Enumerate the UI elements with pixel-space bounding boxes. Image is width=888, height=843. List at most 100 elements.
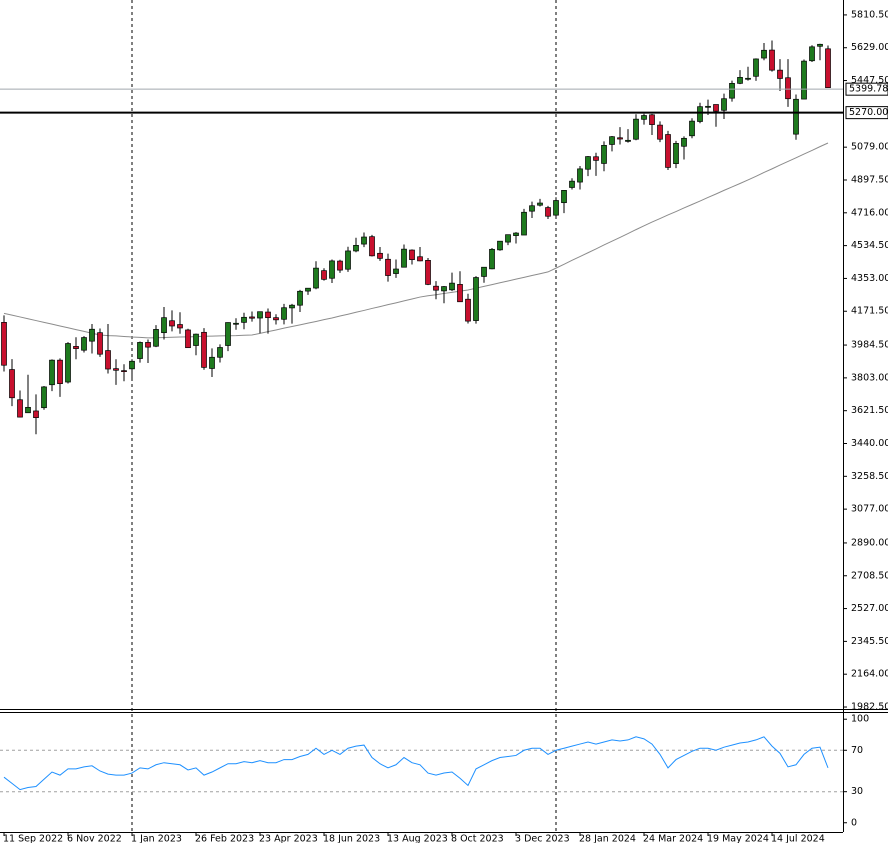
candle-body (57, 359, 63, 385)
y-tick-label: 0 (851, 817, 857, 828)
y-tick-label: 3984.50 (851, 340, 888, 351)
price-label: 5399.78 (849, 84, 888, 95)
candle-body (537, 202, 543, 206)
candle-body (353, 244, 359, 252)
candle-body (737, 77, 743, 84)
candle-body (793, 98, 799, 135)
candle-body (673, 143, 679, 164)
candle-body (393, 268, 399, 274)
candle-body (529, 205, 535, 212)
candle-body (825, 48, 831, 89)
candle-body (153, 329, 159, 347)
x-tick-label: 23 Apr 2023 (259, 834, 318, 843)
x-tick-label: 13 Aug 2023 (387, 834, 448, 843)
candle-body (265, 311, 271, 319)
candle-body (497, 240, 503, 251)
x-tick-label: 1 Jan 2023 (131, 834, 182, 843)
y-tick-label: 3077.00 (851, 504, 888, 515)
candle-body (753, 58, 759, 77)
candle-body (545, 207, 551, 217)
x-tick-label: 8 Oct 2023 (451, 834, 504, 843)
x-tick-label: 24 Mar 2024 (643, 834, 703, 843)
candle-body (185, 329, 191, 349)
price-label-box (845, 106, 888, 120)
y-tick-label: 2345.50 (851, 636, 888, 647)
candle-body (1, 322, 7, 366)
candle-body (361, 236, 367, 245)
candle-body (289, 304, 295, 309)
candle-body (505, 234, 511, 243)
y-tick-label: 4716.00 (851, 207, 888, 218)
y-tick-label: 4897.50 (851, 174, 888, 185)
candle-body (121, 370, 127, 372)
x-tick-label: 6 Nov 2022 (67, 834, 122, 843)
candle-body (129, 360, 135, 370)
candle-body (705, 105, 711, 108)
y-tick-label: 3440.00 (851, 438, 888, 449)
candle-body (65, 343, 71, 383)
candle-body (745, 77, 751, 80)
candle-body (569, 180, 575, 188)
candle-body (73, 346, 79, 349)
y-tick-label: 2164.00 (851, 669, 888, 680)
y-tick-label: 2890.00 (851, 537, 888, 548)
candle-body (689, 120, 695, 137)
y-tick-label: 5629.00 (851, 42, 888, 53)
candle-body (257, 311, 263, 319)
candle-body (801, 60, 807, 100)
y-tick-label: 5810.50 (851, 9, 888, 20)
candle-body (473, 277, 479, 321)
candle-body (17, 399, 23, 418)
y-tick-label: 3258.50 (851, 471, 888, 482)
candle-body (457, 284, 463, 303)
candle-body (633, 118, 639, 140)
candle-body (329, 260, 335, 279)
candle-body (817, 43, 823, 47)
candle-body (201, 331, 207, 368)
candle-body (313, 267, 319, 289)
y-tick-label: 4534.50 (851, 240, 888, 251)
x-tick-label: 19 May 2024 (707, 834, 769, 843)
candle-body (785, 77, 791, 100)
y-tick-label: 3803.00 (851, 372, 888, 383)
candle-body (769, 49, 775, 71)
candle-body (81, 337, 87, 351)
candle-body (585, 156, 591, 170)
candle-body (625, 139, 631, 142)
candle-body (305, 287, 311, 292)
candle-body (489, 248, 495, 270)
candle-body (41, 386, 47, 409)
x-tick-label: 11 Sep 2022 (3, 834, 63, 843)
candle-body (449, 282, 455, 291)
candle-body (761, 49, 767, 59)
candle-body (113, 368, 119, 371)
y-tick-label: 4171.50 (851, 306, 888, 317)
candle-body (369, 236, 375, 257)
candle-body (97, 332, 103, 355)
candle-body (137, 342, 143, 359)
candle-body (465, 298, 471, 322)
candle-body (89, 328, 95, 342)
price-label: 5270.00 (849, 107, 888, 118)
rsi-line (3, 736, 829, 791)
x-tick-label: 18 Jun 2023 (323, 834, 380, 843)
candle-body (49, 359, 55, 386)
candle-body (33, 410, 39, 418)
y-tick-label: 4353.00 (851, 273, 888, 284)
price-label-box (845, 82, 888, 96)
y-tick-label: 2527.00 (851, 603, 888, 614)
y-tick-label: 5079.00 (851, 142, 888, 153)
candle-body (401, 248, 407, 268)
candle-body (385, 258, 391, 276)
candle-body (657, 124, 663, 140)
candle-body (25, 406, 31, 414)
candle-body (433, 285, 439, 291)
y-tick-label: 2708.50 (851, 570, 888, 581)
candle-body (105, 350, 111, 370)
y-tick-label: 5447.50 (851, 75, 888, 86)
candle-body (729, 82, 735, 99)
candle-body (641, 115, 647, 120)
candle-body (649, 114, 655, 125)
candle-body (209, 356, 215, 369)
